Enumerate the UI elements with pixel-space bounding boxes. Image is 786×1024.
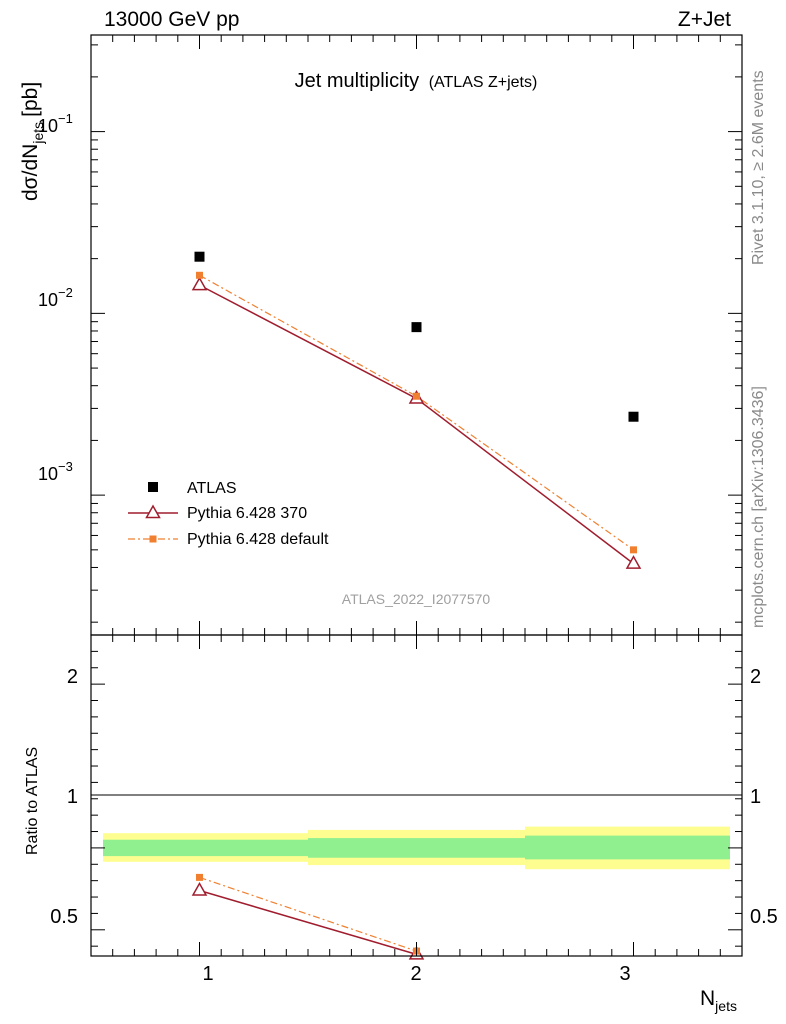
data-point-pythia-6-428-default — [413, 392, 420, 400]
ratio-ticks — [90, 635, 743, 956]
x-tick-label-1: 1 — [202, 963, 213, 985]
ratio-point-pythia-6-428-default — [196, 873, 203, 881]
data-point-pythia-6-428-default — [196, 271, 203, 279]
y-tick-2-base: 10 — [38, 290, 58, 310]
x-tick-label-2: 2 — [410, 963, 421, 985]
ratio-band-inner — [525, 835, 730, 860]
ratio-line-pythia-6-428-default — [199, 876, 417, 952]
ratio-series — [191, 873, 425, 960]
main-y-label-unit: [pb] — [19, 82, 42, 117]
ratio-y-tick-05-left: 0.5 — [50, 906, 78, 928]
main-panel: Jet multiplicity (ATLAS Z+jets) ATLAS_20… — [19, 34, 743, 636]
main-y-axis-label: dσ/dNjets [pb] — [19, 82, 46, 201]
x-tick-labels: 1 2 3 — [202, 963, 630, 985]
y-tick-3-base: 10 — [38, 464, 58, 484]
ratio-y-tick-2-right: 2 — [750, 666, 761, 688]
main-y-label-main: dσ/dN — [19, 144, 42, 201]
y-tick-label-3: 10−3 — [38, 459, 73, 484]
legend-label-pythia-default: Pythia 6.428 default — [187, 531, 329, 548]
watermark: ATLAS_2022_I2077570 — [342, 591, 491, 607]
main-title-text: Jet multiplicity — [295, 70, 419, 92]
rivet-label: Rivet 3.1.10, ≥ 2.6M events — [750, 70, 767, 265]
y-tick-1-exp: −1 — [58, 111, 73, 126]
legend-label-pythia-370: Pythia 6.428 370 — [187, 505, 307, 522]
legend-marker-pythia-default — [149, 535, 157, 543]
data-point-pythia-6-428-370 — [191, 276, 208, 291]
main-y-label-sub: jets — [30, 122, 46, 145]
x-tick-label-3: 3 — [619, 963, 630, 985]
legend: ATLAS Pythia 6.428 370 Pythia 6.428 defa… — [128, 480, 329, 548]
ratio-y-tick-05-right: 0.5 — [750, 906, 778, 928]
ratio-band-inner — [308, 838, 525, 858]
data-point-atlas — [194, 251, 205, 262]
data-point-pythia-6-428-default — [630, 546, 637, 554]
ratio-y-tick-labels-right: 2 1 0.5 — [750, 666, 778, 928]
legend-marker-pythia-370 — [145, 504, 161, 519]
y-tick-label-1: 10−1 — [38, 111, 73, 136]
y-tick-1-base: 10 — [38, 116, 58, 136]
ratio-line-pythia-6-428-370 — [199, 889, 417, 956]
ratio-y-tick-1-left: 1 — [67, 786, 78, 808]
ratio-y-tick-labels-left: 2 1 0.5 — [50, 666, 78, 928]
ratio-panel: Ratio to ATLAS 2 1 0.5 2 1 0.5 1 2 3 Nje… — [24, 634, 778, 1014]
main-series — [191, 251, 642, 569]
ratio-band-inner — [103, 839, 308, 857]
ratio-bands — [103, 826, 730, 870]
x-axis-label: Njets — [700, 987, 737, 1014]
legend-marker-atlas — [148, 482, 158, 492]
series-line-pythia-6-428-default — [199, 274, 634, 551]
y-tick-3-exp: −3 — [58, 459, 73, 474]
energy-label: 13000 GeV pp — [104, 8, 239, 31]
data-point-atlas — [411, 322, 422, 333]
data-point-atlas — [628, 411, 639, 422]
ratio-y-tick-2-left: 2 — [67, 666, 78, 688]
y-tick-2-exp: −2 — [58, 285, 73, 300]
data-point-pythia-6-428-370 — [625, 555, 642, 569]
x-axis-label-main: N — [700, 987, 715, 1010]
ratio-y-tick-1-right: 1 — [750, 786, 761, 808]
y-tick-label-2: 10−2 — [38, 285, 73, 310]
x-axis-label-sub: jets — [714, 998, 737, 1014]
main-ticks — [90, 35, 743, 635]
ratio-point-pythia-6-428-370 — [191, 881, 208, 896]
main-subtitle-text: (ATLAS Z+jets) — [429, 74, 538, 91]
legend-label-atlas: ATLAS — [187, 480, 237, 497]
ratio-y-axis-label: Ratio to ATLAS — [24, 747, 41, 855]
main-y-tick-labels: 10−1 10−2 10−3 — [38, 111, 73, 484]
site-label: mcplots.cern.ch [arXiv:1306.3436] — [750, 386, 767, 628]
process-label: Z+Jet — [678, 8, 731, 31]
main-title: Jet multiplicity (ATLAS Z+jets) — [295, 70, 538, 92]
